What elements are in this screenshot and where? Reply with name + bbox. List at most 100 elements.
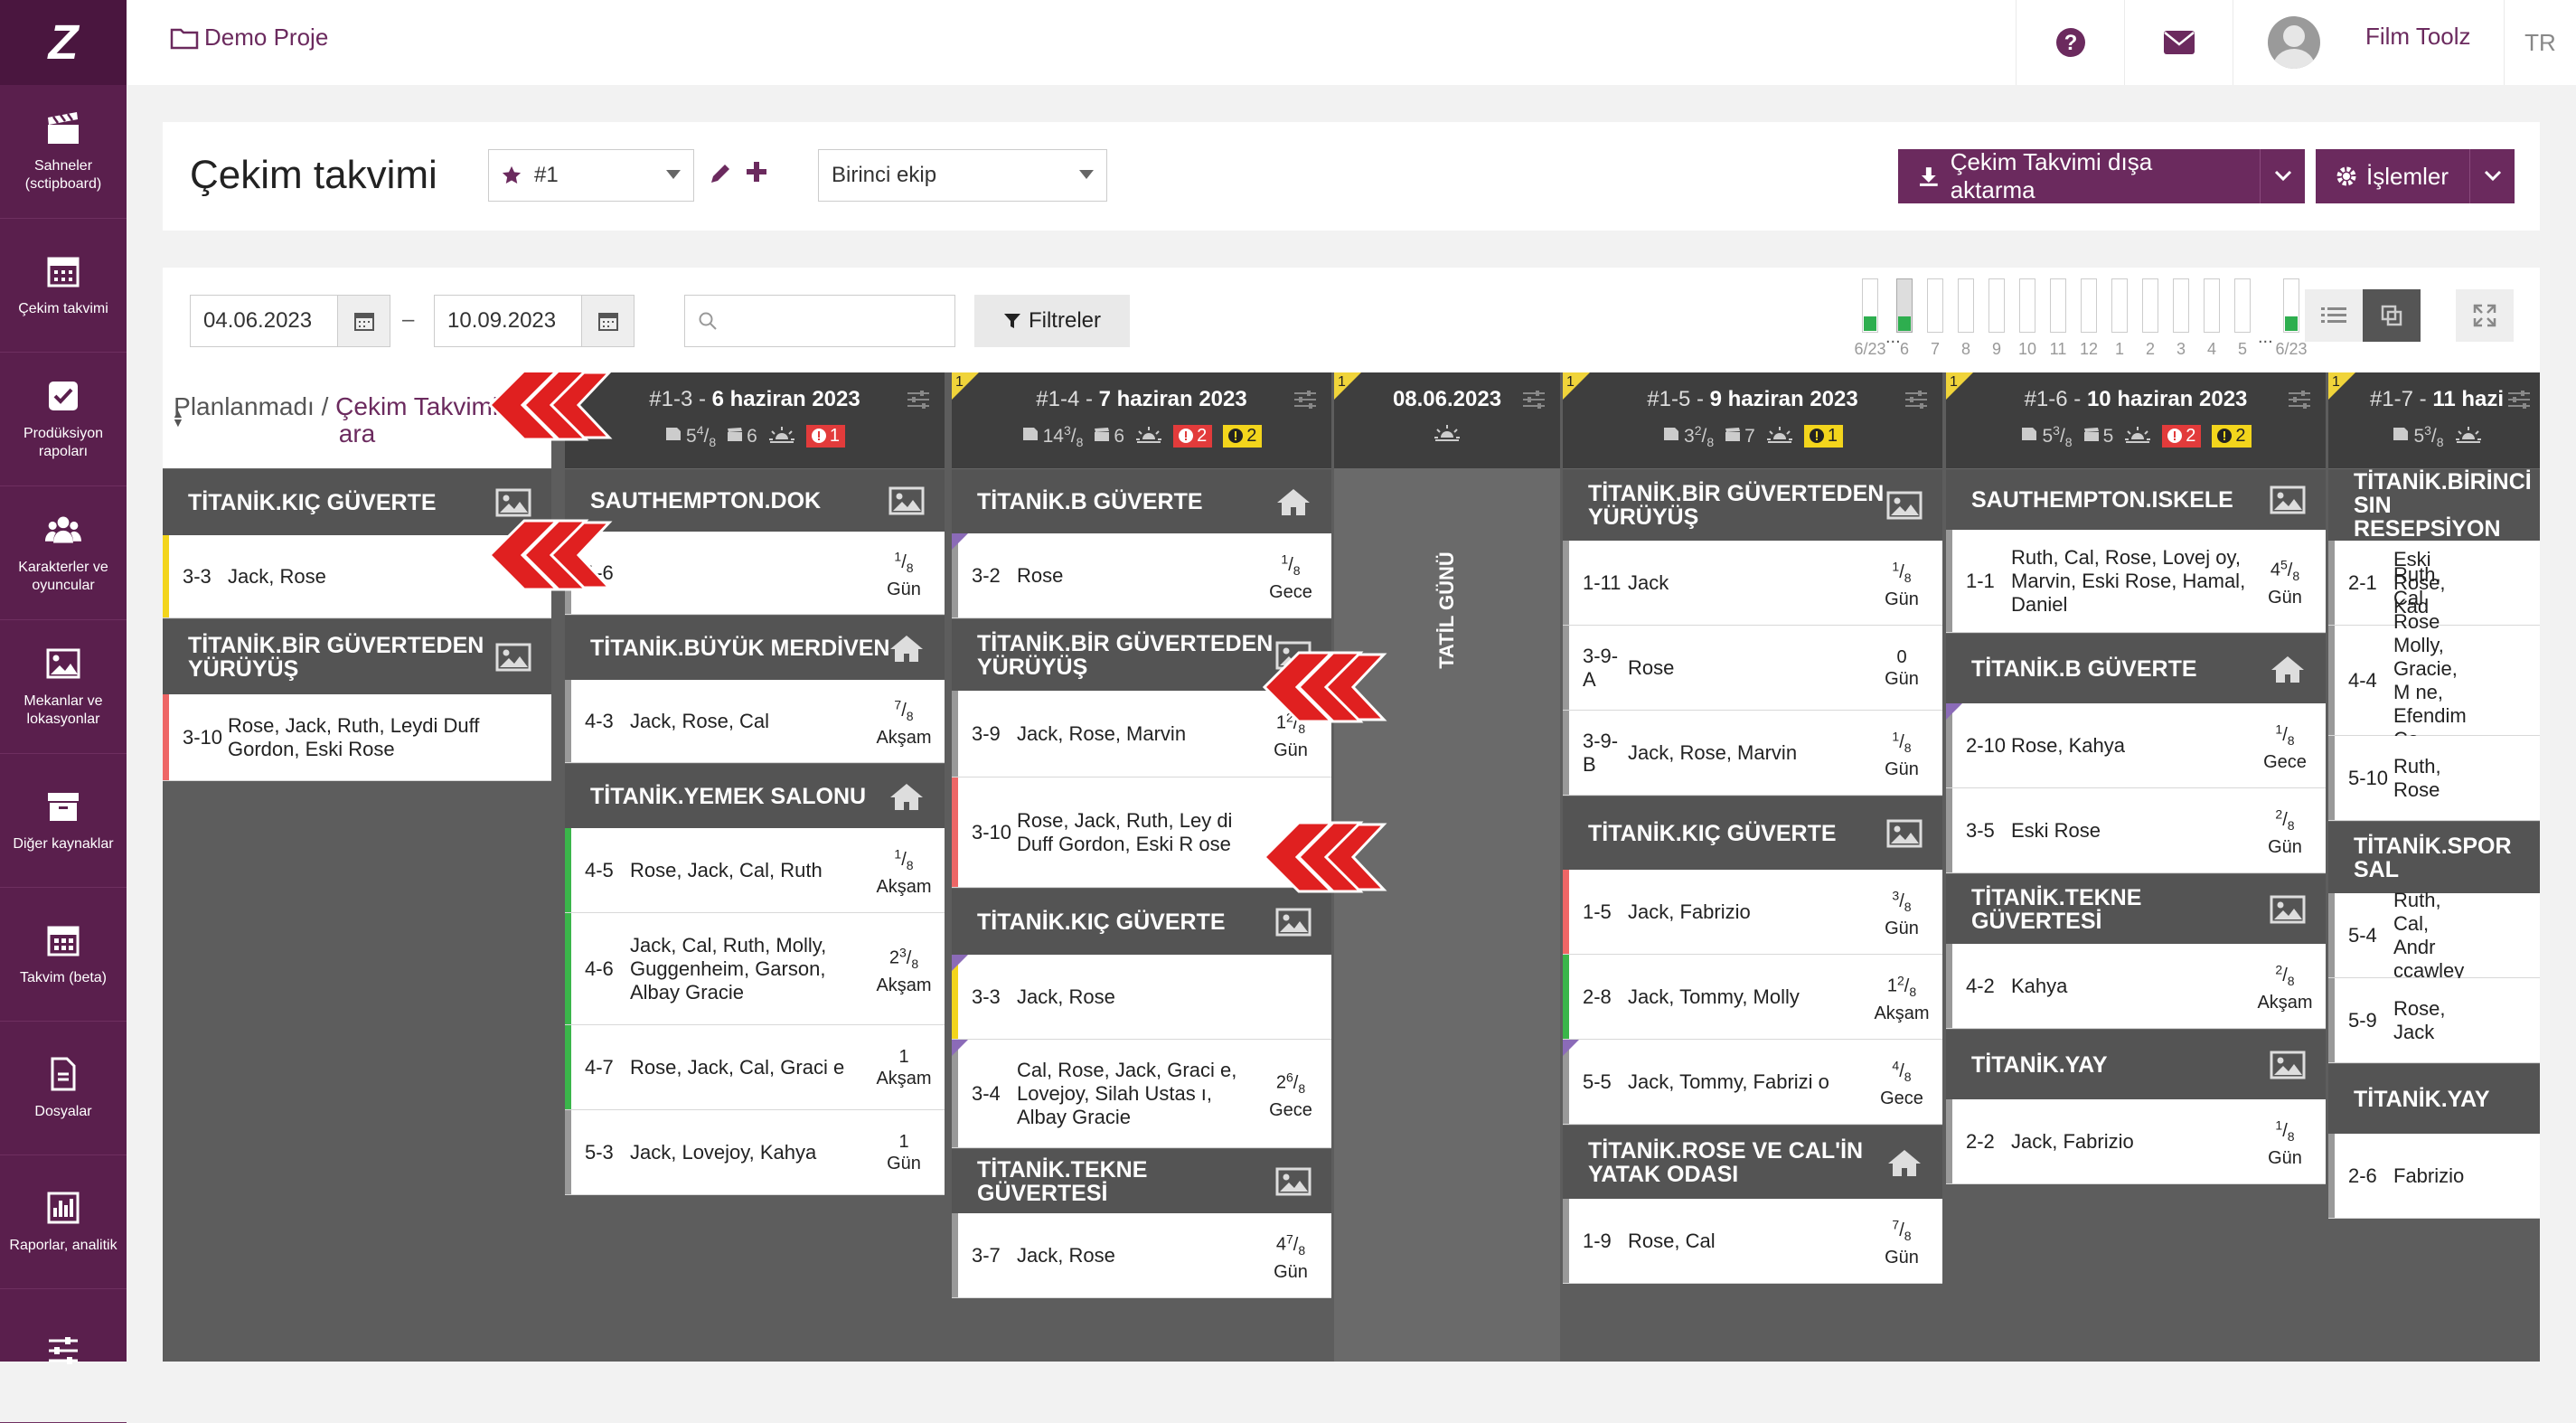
scene-row[interactable]: 3-10 Rose, Jack, Ruth, Leydi Duff Gordon,… [163, 694, 551, 781]
day-settings-icon[interactable] [1904, 391, 1928, 409]
sidebar-item-1[interactable]: Sahneler (sctipboard) [0, 85, 127, 219]
sidebar-item-9[interactable]: Raporlar, analitik [0, 1155, 127, 1289]
scene-row[interactable]: 1-6 1/8 Gün [565, 532, 945, 615]
sidebar-item-7[interactable]: Takvim (beta) [0, 888, 127, 1022]
day-settings-icon[interactable] [2288, 391, 2311, 409]
scene-row[interactable]: 3-3 Jack, Rose [163, 535, 551, 618]
minimap-day[interactable] [1988, 278, 2005, 333]
scene-row[interactable]: 4-7 Rose, Jack, Cal, Graci e 1 Akşam [565, 1025, 945, 1110]
sidebar-item-6[interactable]: Diğer kaynaklar [0, 754, 127, 888]
scene-row[interactable]: 2-6 Fabrizio [2328, 1134, 2540, 1219]
add-schedule-button[interactable] [745, 160, 768, 188]
location-header[interactable]: TİTANİK.KIÇ GÜVERTE [952, 888, 1331, 955]
date-from-input[interactable]: 04.06.2023 [190, 295, 390, 347]
scene-row[interactable]: 1-9 Rose, Cal 7/8 Gün [1563, 1199, 1942, 1284]
scene-row[interactable]: 5-9 Rose, Jack [2328, 978, 2540, 1063]
minimap-day[interactable] [2111, 278, 2128, 333]
location-header[interactable]: TİTANİK.B GÜVERTE [952, 468, 1331, 533]
location-header[interactable]: TİTANİK.YEMEK SALONU [565, 763, 945, 828]
image-icon[interactable] [1886, 819, 1923, 848]
image-icon[interactable] [2270, 1051, 2306, 1079]
image-icon[interactable] [1275, 908, 1312, 937]
scene-row[interactable]: 4-5 Rose, Jack, Cal, Ruth 1/8 Akşam [565, 828, 945, 913]
alert-badge-yellow[interactable]: 1 [1803, 425, 1843, 448]
image-icon[interactable] [2270, 485, 2306, 514]
user-menu[interactable]: Film Toolz [2233, 0, 2504, 85]
sidebar-item-8[interactable]: Dosyalar [0, 1022, 127, 1155]
image-icon[interactable] [2270, 895, 2306, 924]
location-header[interactable]: TİTANİK.YAY [2328, 1063, 2540, 1134]
sort-icon[interactable]: ▲ ▼ [172, 406, 184, 429]
alert-badge-red[interactable]: 2 [1173, 425, 1213, 448]
actions-dropdown-button[interactable] [2469, 149, 2515, 203]
minimap-day[interactable] [2173, 278, 2189, 333]
location-header[interactable]: TİTANİK.B GÜVERTE [1946, 633, 2326, 703]
scene-row[interactable]: 2-2 Jack, Fabrizio 1/8 Gün [1946, 1099, 2326, 1184]
image-icon[interactable] [495, 643, 531, 672]
scene-row[interactable]: 2-1 Eski Rose, Kad [2328, 541, 2540, 626]
export-button[interactable]: Çekim Takvimi dışa aktarma [1898, 148, 2260, 203]
breadcrumb-project[interactable]: Demo Proje [170, 24, 328, 52]
scene-row[interactable]: 1-1 Ruth, Cal, Rose, Lovej oy, Marvin, Es… [1946, 530, 2326, 633]
sidebar-item-10[interactable] [0, 1289, 127, 1423]
calendar-icon[interactable] [337, 296, 390, 346]
scene-row[interactable]: 3-7 Jack, Rose 47/8 Gün [952, 1213, 1331, 1298]
scene-row[interactable]: 4-2 Kahya 2/8 Akşam [1946, 944, 2326, 1029]
image-icon[interactable] [1886, 491, 1923, 520]
location-header[interactable]: TİTANİK.TEKNE GÜVERTESİ [952, 1148, 1331, 1213]
minimap-day[interactable] [1862, 278, 1878, 333]
scene-row[interactable]: 5-4 Ruth, Cal, Andr ccawley [2328, 889, 2540, 982]
home-icon[interactable] [888, 782, 925, 811]
edit-schedule-button[interactable] [709, 162, 732, 190]
sidebar-item-4[interactable]: Karakterler ve oyuncular [0, 486, 127, 620]
scene-row[interactable]: 3-9 Jack, Rose, Marvin 12/8 Gün [952, 691, 1331, 777]
scene-row[interactable]: 3-9-A Rose 0 Gün [1563, 626, 1942, 711]
date-to-input[interactable]: 10.09.2023 [434, 295, 635, 347]
location-header[interactable]: TİTANİK.SPOR SAL [2328, 821, 2540, 893]
scene-row[interactable]: 3-2 Rose 1/8 Gece [952, 533, 1331, 618]
app-logo[interactable]: Z [0, 0, 127, 85]
location-header[interactable]: TİTANİK.BİRİNCİ SIN RESEPSİYON [2328, 468, 2540, 541]
team-select[interactable]: Birinci ekip [818, 149, 1107, 202]
location-header[interactable]: TİTANİK.TEKNE GÜVERTESİ [1946, 873, 2326, 944]
sidebar-item-2[interactable]: Çekim takvimi [0, 219, 127, 353]
language-switch[interactable]: TR [2504, 0, 2576, 85]
search-input[interactable] [684, 295, 955, 347]
scene-row[interactable]: 4-4 Ruth, Cal, Rose Molly, Gracie, M ne, … [2328, 563, 2540, 797]
location-header[interactable]: TİTANİK.BÜYÜK MERDİVEN [565, 615, 945, 680]
image-icon[interactable] [1275, 1167, 1312, 1196]
location-header[interactable]: SAUTHEMPTON.ISKELE [1946, 468, 2326, 530]
day-header[interactable]: 1 08.06.2023 [1334, 372, 1560, 468]
fullscreen-button[interactable] [2456, 289, 2514, 342]
image-icon[interactable] [888, 486, 925, 515]
scene-row[interactable]: 3-5 Eski Rose 2/8 Gün [1946, 788, 2326, 873]
day-settings-icon[interactable] [1522, 391, 1546, 409]
scene-row[interactable]: 3-4 Cal, Rose, Jack, Graci e, Lovejoy, Si… [952, 1040, 1331, 1148]
location-header[interactable]: SAUTHEMPTON.DOK [565, 468, 945, 532]
location-header[interactable]: TİTANİK.KIÇ GÜVERTE [163, 468, 551, 535]
scene-row[interactable]: 2-10 Rose, Kahya 1/8 Gece [1946, 703, 2326, 788]
alert-badge-red[interactable]: 1 [805, 425, 845, 448]
day-header[interactable]: 1 #1-5 - 9 haziran 2023 32/8 7 1 [1563, 372, 1942, 468]
image-icon[interactable] [495, 488, 531, 517]
day-header[interactable]: 1 #1-4 - 7 haziran 2023 143/8 6 2 2 [952, 372, 1331, 468]
day-header[interactable]: 1 #1-6 - 10 haziran 2023 53/8 5 2 2 [1946, 372, 2326, 468]
schedule-select[interactable]: #1 [488, 149, 694, 202]
minimap-day[interactable] [2050, 278, 2066, 333]
minimap-day[interactable] [1958, 278, 1974, 333]
calendar-icon[interactable] [581, 296, 634, 346]
minimap-day[interactable] [2204, 278, 2220, 333]
home-icon[interactable] [1275, 487, 1312, 516]
scene-row[interactable]: 3-10 Rose, Jack, Ruth, Ley di Duff Gordon… [952, 777, 1331, 888]
sidebar-item-5[interactable]: Mekanlar ve lokasyonlar [0, 620, 127, 754]
location-header[interactable]: TİTANİK.KIÇ GÜVERTE [1563, 796, 1942, 870]
help-button[interactable]: ? [2016, 0, 2124, 85]
actions-button[interactable]: İşlemler [2316, 149, 2469, 203]
minimap-day[interactable] [1896, 278, 1913, 333]
scene-row[interactable]: 5-10 Ruth, Rose [2328, 736, 2540, 821]
scene-row[interactable]: 1-5 Jack, Fabrizio 3/8 Gün [1563, 870, 1942, 955]
scene-row[interactable]: 5-3 Jack, Lovejoy, Kahya 1 Gün [565, 1110, 945, 1195]
home-icon[interactable] [1886, 1148, 1923, 1177]
minimap-day[interactable] [2283, 278, 2299, 333]
minimap-day[interactable] [2142, 278, 2158, 333]
